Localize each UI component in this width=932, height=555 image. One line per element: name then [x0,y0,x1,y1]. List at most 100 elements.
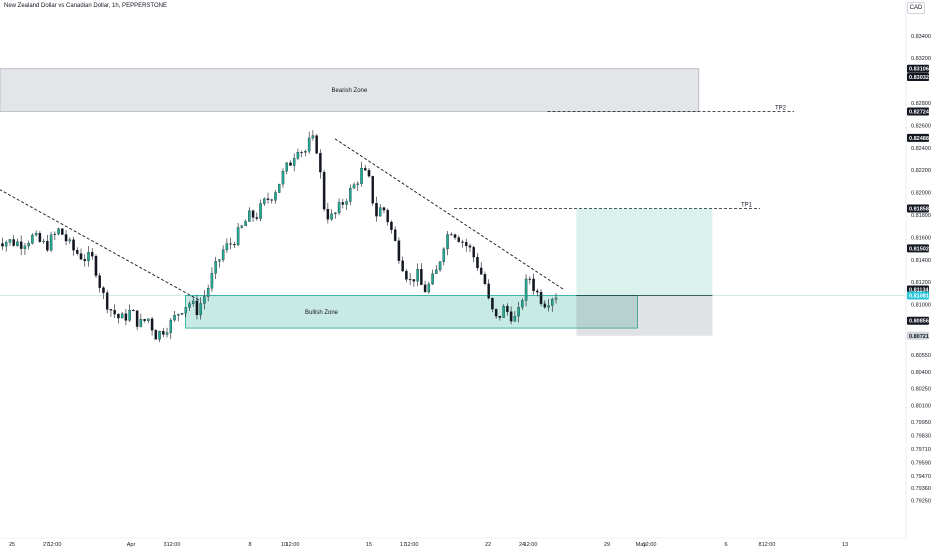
candle-body [76,250,79,254]
candle-body [195,300,199,316]
candle-body [64,234,68,242]
candle-body [218,259,221,262]
candle-body [375,203,378,217]
price-tick-label: 0.79830 [911,434,931,440]
price-tick-label: 0.82400 [911,146,931,152]
price-tick-label: 0.81000 [911,303,931,309]
time-tick-label: 24 [519,542,525,548]
candle-body [236,227,240,246]
price-label: 0.81081 [909,293,929,299]
trendline [0,189,200,301]
price-tick-label: 0.79360 [911,486,931,492]
candle-body [87,252,90,262]
price-label-box [907,316,929,325]
candle-body [352,184,356,189]
candle-body [128,310,131,321]
candle-body [270,199,274,201]
candle-body [147,318,150,321]
time-tick-label: 13 [842,542,848,548]
candle-body [94,255,98,276]
candle-body [191,300,195,304]
price-tick-label: 0.79470 [911,474,931,480]
time-tick-label: 25 [9,542,15,548]
price-tick-label: 0.82800 [911,101,931,107]
time-tick-label: 12:00 [643,542,657,548]
candle-body [479,267,483,275]
candle-body [105,292,109,310]
candle-body [274,192,277,201]
candle-body [135,310,139,327]
currency-button[interactable]: CAD [907,2,925,14]
price-label-box [907,204,929,213]
candle-body [405,270,408,280]
time-tick-label: 8 [248,542,251,548]
candle-body [240,225,244,228]
time-tick-label: 6 [724,542,727,548]
candle-body [199,303,202,316]
candle-body [23,245,27,249]
price-tick-label: 0.83200 [911,56,931,62]
candle-body [150,318,154,331]
time-tick-label: 12:00 [762,542,776,548]
candle-body [502,306,505,318]
candle-body [143,319,146,321]
candle-body [506,306,509,312]
candle-body [177,314,180,316]
candle-body [468,245,472,248]
candle-body [225,243,229,250]
candle-body [539,291,543,304]
candle-body [543,303,547,308]
candle-body [393,229,397,241]
candle-body [322,171,326,210]
target-label: TP1 [741,202,753,208]
price-tick-label: 0.79950 [911,420,931,426]
candle-body [390,221,393,230]
candle-body [476,256,479,269]
candle-body [57,228,60,235]
candle-body [188,303,191,308]
candle-body [68,239,72,242]
candle-body [360,167,363,184]
time-tick-label: 12:00 [405,542,419,548]
time-tick-label: 12:00 [167,542,181,548]
candle-body [1,243,4,247]
candle-body [165,332,169,335]
candle-body [304,151,307,153]
candle-body [300,152,303,153]
candle-body [169,319,173,333]
candle-body [491,297,494,310]
candle-body [524,278,528,301]
candle-body [34,233,38,236]
candle-body [8,239,12,243]
candle-body [296,152,300,159]
candle-body [349,188,352,202]
price-tick-label: 0.81200 [911,280,931,286]
candle-body [180,313,184,315]
candle-body [431,273,434,285]
price-tick-label: 0.83400 [911,34,931,40]
time-tick-label: 27 [43,542,49,548]
candle-body [203,296,206,304]
candle-body [315,135,318,154]
candle-body [423,284,427,293]
candle-body [453,234,457,238]
candle-body [532,278,535,292]
candle-body [263,198,266,204]
candle-body [450,234,453,236]
candle-body [435,269,438,274]
candle-body [31,234,34,244]
time-tick-label: 12:00 [524,542,538,548]
time-tick-label: 15 [366,542,372,548]
price-label: 0.82724 [909,109,930,115]
candle-body [536,290,539,293]
time-tick-label: 8 [758,542,761,548]
candle-body [102,287,105,293]
time-tick-label: 12:00 [48,542,62,548]
candle-body [154,330,158,340]
zone-label: Bearish Zone [332,88,368,94]
price-tick-label: 0.82000 [911,191,931,197]
time-tick-label: Apr [127,542,136,548]
time-tick-label: 17 [400,542,406,548]
